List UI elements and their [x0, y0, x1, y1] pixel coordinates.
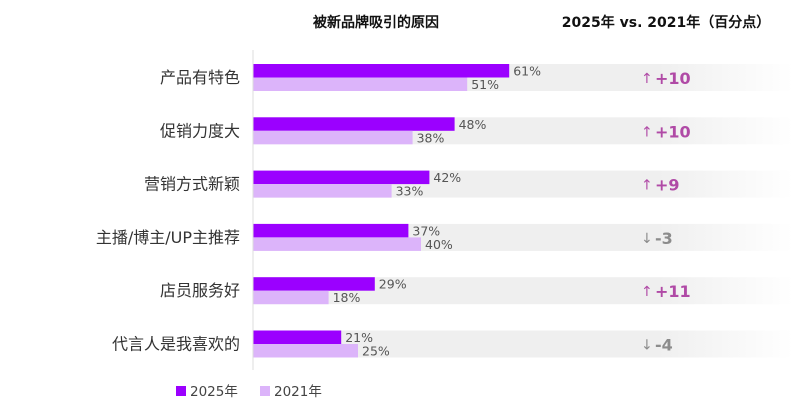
- chart-title: 被新品牌吸引的原因: [313, 14, 439, 31]
- bar-2021年: [253, 77, 468, 91]
- data-label: 29%: [379, 277, 407, 292]
- bar-2021年: [253, 290, 329, 305]
- data-label: 42%: [433, 170, 461, 185]
- data-label: 18%: [333, 290, 361, 305]
- delta-value: -4: [655, 336, 673, 355]
- category-label: 营销方式新颖: [144, 175, 240, 194]
- bar-2025年: [253, 117, 455, 131]
- data-label: 37%: [412, 223, 440, 238]
- data-label: 61%: [513, 64, 541, 79]
- delta-value: -3: [655, 229, 673, 248]
- legend-label: 2025年: [190, 384, 238, 400]
- arrow-down-icon: ↓: [641, 231, 653, 247]
- data-label: 40%: [425, 237, 453, 252]
- bar-2021年: [253, 237, 421, 251]
- category-label: 店员服务好: [160, 281, 240, 300]
- bar-2025年: [253, 64, 510, 78]
- legend-swatch: [260, 386, 270, 396]
- arrow-up-icon: ↑: [641, 71, 653, 87]
- bar-2025年: [253, 170, 430, 185]
- category-label: 产品有特色: [160, 68, 240, 87]
- category-label: 促销力度大: [160, 121, 240, 140]
- bar-2021年: [253, 344, 358, 358]
- bar-2025年: [253, 223, 409, 238]
- delta-value: +9: [655, 176, 680, 195]
- data-label: 33%: [396, 184, 424, 199]
- data-label: 48%: [459, 117, 487, 132]
- data-label: 25%: [362, 344, 390, 359]
- data-label: 51%: [471, 77, 499, 92]
- arrow-down-icon: ↓: [641, 338, 653, 354]
- category-label: 代言人是我喜欢的: [112, 335, 240, 354]
- arrow-up-icon: ↑: [641, 284, 653, 300]
- category-label: 主播/博主/UP主推荐: [96, 228, 240, 247]
- bar-2025年: [253, 330, 342, 344]
- arrow-up-icon: ↑: [641, 124, 653, 140]
- delta-title: 2025年 vs. 2021年（百分点）: [562, 14, 770, 31]
- delta-value: +10: [655, 122, 691, 141]
- bar-2021年: [253, 184, 392, 198]
- arrow-up-icon: ↑: [641, 178, 653, 194]
- legend-label: 2021年: [274, 384, 322, 400]
- bar-2025年: [253, 277, 375, 291]
- legend-swatch: [176, 386, 186, 396]
- bar-2021年: [253, 130, 413, 145]
- delta-value: +10: [655, 69, 691, 88]
- data-label: 38%: [417, 130, 445, 145]
- delta-value: +11: [655, 282, 691, 301]
- data-label: 21%: [345, 330, 373, 345]
